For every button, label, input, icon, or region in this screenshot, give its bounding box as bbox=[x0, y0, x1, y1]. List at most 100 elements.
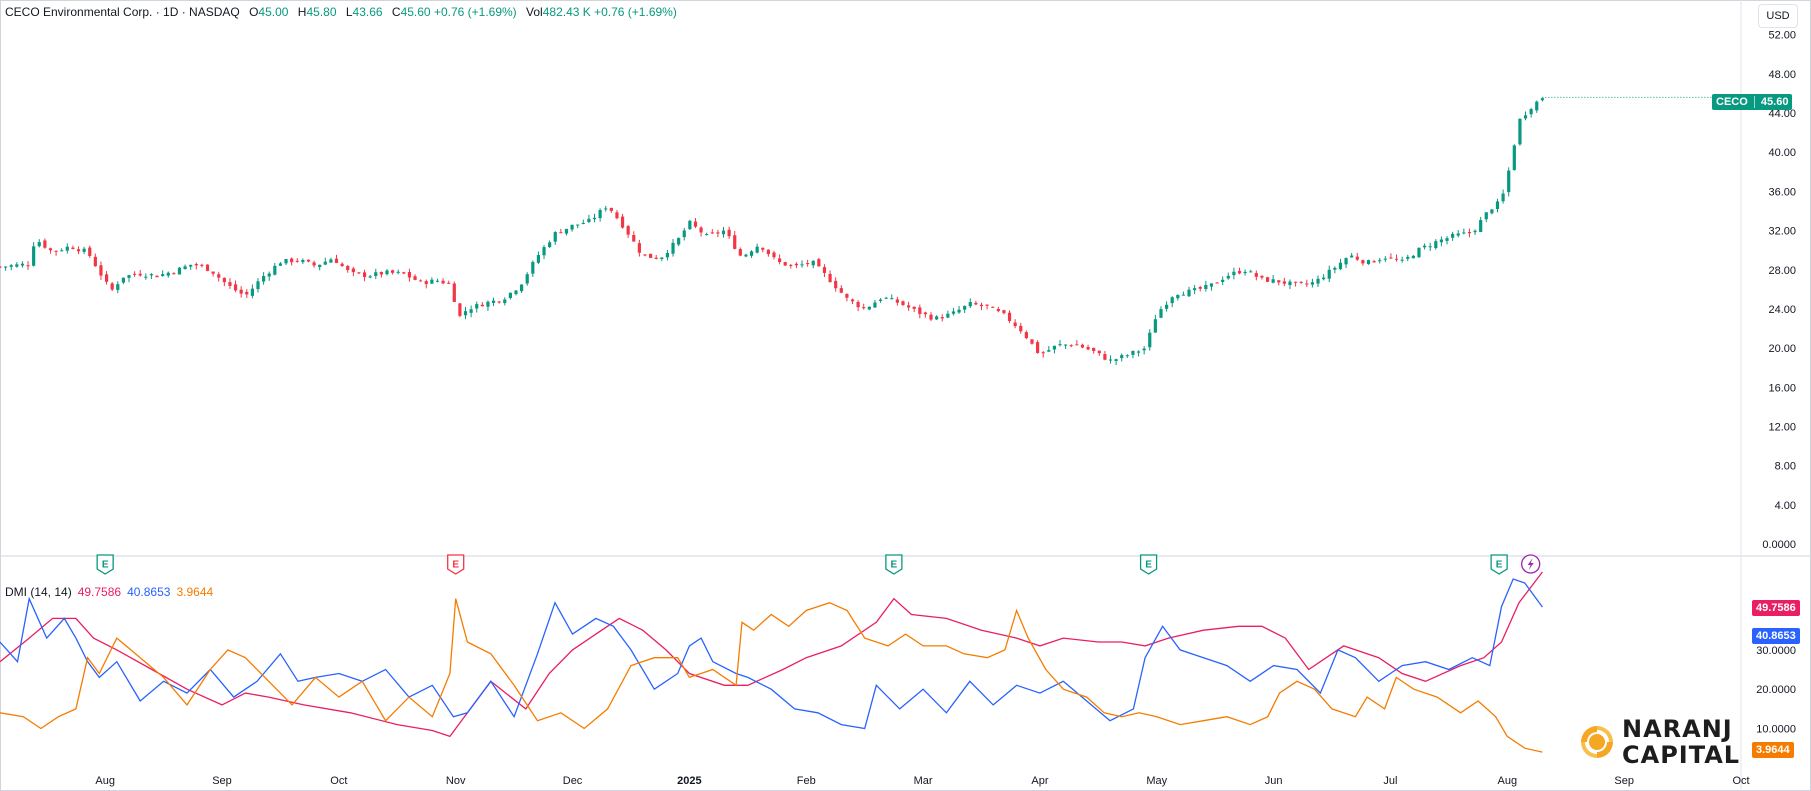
candle-body bbox=[1389, 257, 1393, 259]
candle-body bbox=[968, 302, 972, 307]
candle-body bbox=[1209, 283, 1214, 287]
candle-body bbox=[1512, 145, 1516, 171]
lightning-icon[interactable] bbox=[1521, 554, 1541, 574]
candle-body bbox=[817, 259, 821, 267]
candle-body bbox=[458, 303, 462, 316]
candle-body bbox=[1277, 280, 1281, 283]
dmi-tick-label: 30.0000 bbox=[1756, 645, 1796, 657]
candle-body bbox=[430, 279, 434, 284]
earnings-icon[interactable]: E bbox=[885, 554, 903, 575]
candle-body bbox=[267, 273, 271, 277]
candle-body bbox=[1479, 220, 1483, 232]
symbol-title[interactable]: CECO Environmental Corp. · 1D · NASDAQ bbox=[5, 5, 240, 19]
candle-body bbox=[716, 232, 720, 234]
candle-body bbox=[576, 224, 580, 226]
candle-body bbox=[262, 276, 266, 282]
candle-body bbox=[906, 305, 911, 308]
candle-body bbox=[441, 280, 445, 284]
candle-body bbox=[682, 230, 686, 238]
candle-body bbox=[37, 242, 41, 247]
candle-body bbox=[1198, 286, 1202, 289]
candle-body bbox=[912, 306, 916, 309]
candle-body bbox=[340, 263, 344, 266]
candle-body bbox=[710, 232, 714, 234]
price-tick-label: 40.00 bbox=[1768, 147, 1796, 159]
candle-body bbox=[890, 298, 894, 300]
candle-body bbox=[357, 272, 361, 274]
candle-body bbox=[761, 247, 765, 250]
minus-di-tag: 3.9644 bbox=[1752, 742, 1794, 758]
price-tick-label: 32.00 bbox=[1768, 226, 1796, 238]
time-tick-label: Feb bbox=[797, 775, 816, 787]
open-label: O bbox=[249, 5, 259, 19]
earnings-icon[interactable]: E bbox=[447, 554, 465, 575]
candle-body bbox=[721, 230, 726, 235]
plus-di-tag: 40.8653 bbox=[1752, 628, 1800, 644]
candle-body bbox=[329, 259, 333, 263]
price-tick-label: 16.00 bbox=[1768, 382, 1796, 394]
candle-body bbox=[497, 301, 501, 303]
candle-body bbox=[1417, 247, 1421, 258]
candle-body bbox=[0, 266, 2, 268]
svg-text:E: E bbox=[1145, 560, 1152, 571]
candle-body bbox=[4, 266, 8, 268]
price-tick-label: 44.00 bbox=[1768, 108, 1796, 120]
candle-body bbox=[1181, 294, 1186, 296]
dmi-label: DMI (14, 14) bbox=[5, 585, 72, 599]
candle-body bbox=[211, 271, 215, 274]
candle-body bbox=[121, 277, 125, 283]
candle-body bbox=[570, 224, 574, 230]
price-tick-label: 8.00 bbox=[1775, 461, 1796, 473]
candle-body bbox=[1125, 355, 1129, 357]
close-label: C bbox=[391, 5, 401, 19]
price-tick-label: 48.00 bbox=[1768, 69, 1796, 81]
candle-body bbox=[626, 226, 630, 235]
candle-body bbox=[895, 299, 899, 303]
time-tick-label: Mar bbox=[914, 775, 933, 787]
dmi-tick-label: 20.0000 bbox=[1756, 684, 1796, 696]
candle-body bbox=[43, 240, 47, 248]
earnings-icon[interactable]: E bbox=[1490, 554, 1508, 575]
candle-body bbox=[228, 282, 232, 286]
candle-body bbox=[514, 290, 518, 295]
currency-button[interactable]: USD bbox=[1758, 4, 1798, 28]
candle-body bbox=[475, 304, 479, 309]
dmi-legend[interactable]: DMI (14, 14) 49.7586 40.8653 3.9644 bbox=[5, 585, 219, 599]
candle-body bbox=[1495, 201, 1500, 209]
dmi-pane[interactable] bbox=[0, 571, 1543, 753]
price-pane[interactable] bbox=[0, 96, 1741, 366]
candle-body bbox=[48, 248, 53, 251]
candle-body bbox=[1030, 339, 1034, 344]
candle-body bbox=[110, 283, 114, 290]
candle-body bbox=[284, 259, 288, 264]
candle-body bbox=[1451, 233, 1455, 238]
candle-body bbox=[54, 250, 58, 252]
candle-body bbox=[334, 258, 339, 263]
candle-body bbox=[1007, 312, 1012, 321]
candle-body bbox=[620, 216, 625, 228]
axes: 0.0000 4.00 8.00 12.00 16.00 20.00 24.00 28.00 3… bbox=[95, 30, 1796, 787]
candle-body bbox=[161, 274, 165, 277]
time-tick-label: Sep bbox=[1614, 775, 1634, 787]
price-tick-label: 4.00 bbox=[1775, 500, 1796, 512]
candle-body bbox=[26, 265, 30, 267]
candle-body bbox=[991, 306, 995, 308]
candle-body bbox=[1271, 279, 1275, 283]
candle-body bbox=[205, 264, 210, 271]
time-tick-label: Aug bbox=[1498, 775, 1518, 787]
candle-body bbox=[1041, 352, 1045, 354]
candle-body bbox=[923, 312, 928, 315]
candle-body bbox=[1064, 344, 1068, 346]
earnings-icon[interactable]: E bbox=[1139, 554, 1158, 575]
candle-body bbox=[379, 271, 383, 275]
earnings-icon[interactable]: E bbox=[96, 554, 114, 575]
candle-body bbox=[957, 309, 961, 313]
price-tag-ticker: CECO bbox=[1716, 96, 1748, 108]
logo-line1: NARANJ bbox=[1622, 715, 1733, 743]
candle-body bbox=[1047, 350, 1051, 352]
candle-body bbox=[884, 297, 888, 299]
candle-body bbox=[1069, 345, 1073, 347]
candle-body bbox=[1344, 258, 1348, 265]
